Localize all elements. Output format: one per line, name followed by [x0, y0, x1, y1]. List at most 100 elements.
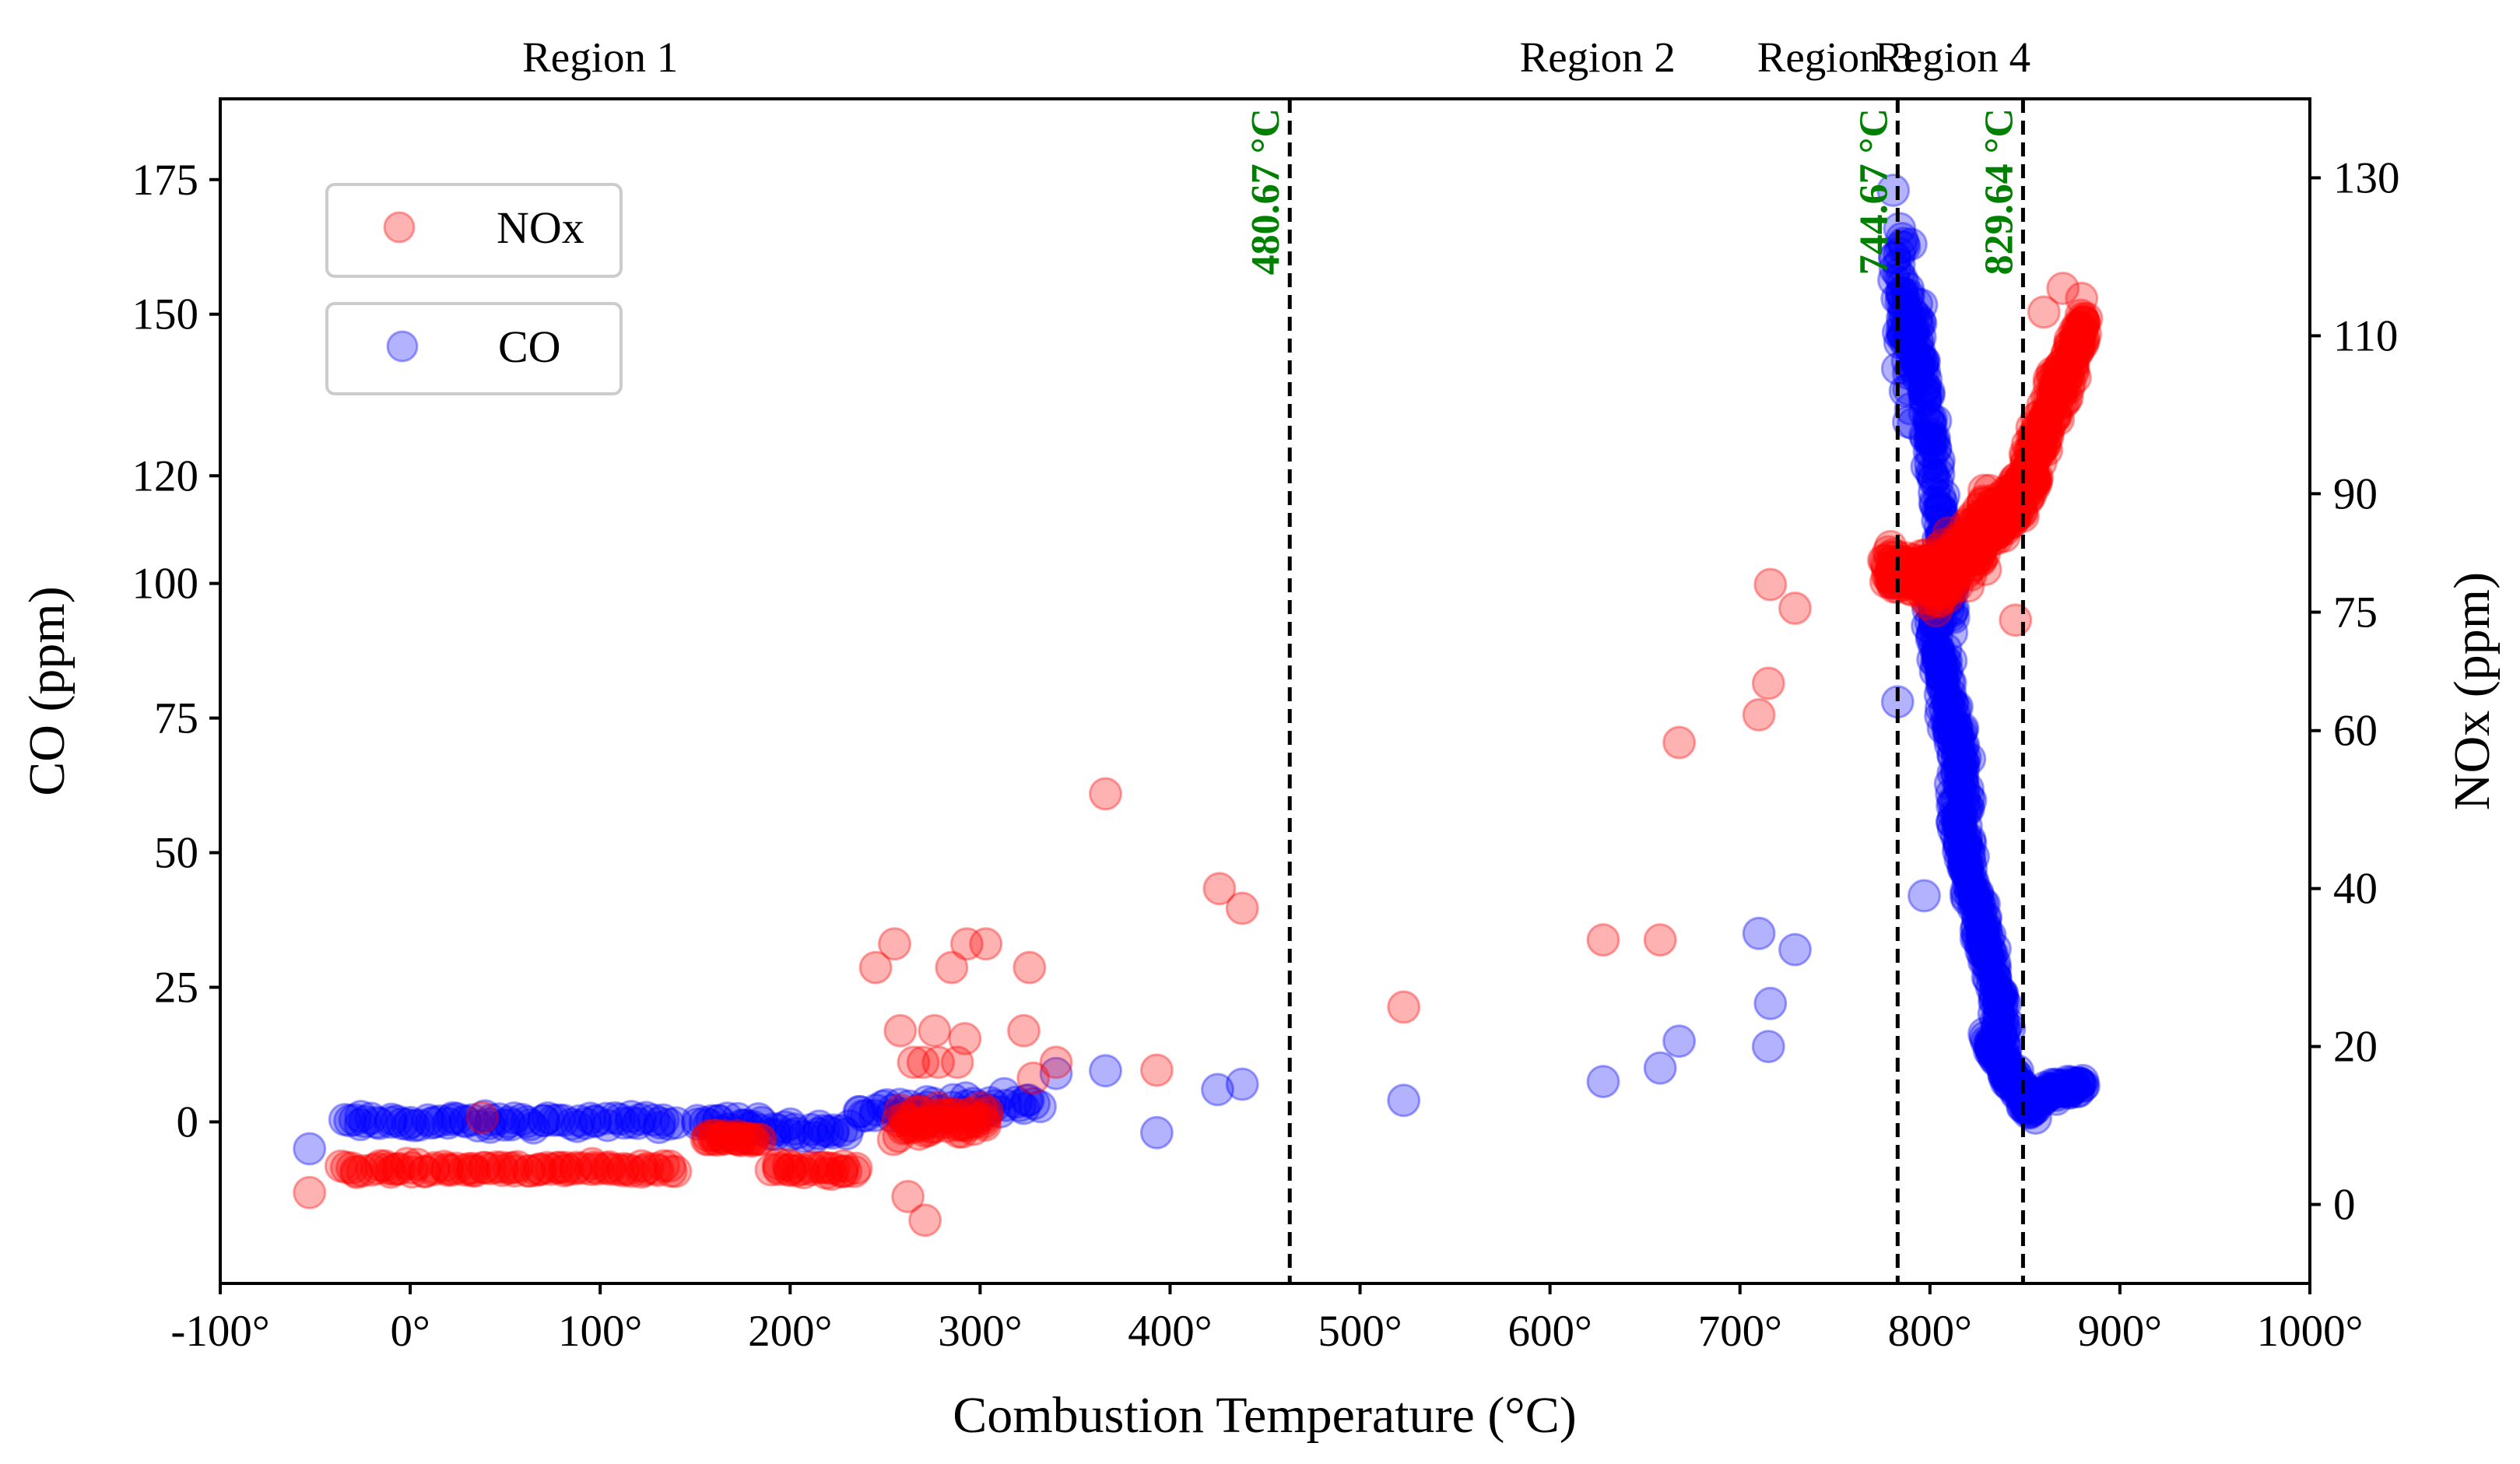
co-point: [482, 1102, 516, 1136]
nox-point: [382, 1152, 416, 1185]
co-point: [1946, 848, 1981, 882]
nox-point: [652, 1149, 686, 1183]
nox-point: [1901, 555, 1935, 589]
nox-point: [771, 1147, 805, 1181]
co-point: [842, 1094, 876, 1129]
co-point: [1926, 711, 1960, 745]
nox-point: [1916, 572, 1950, 606]
co-point: [591, 1108, 625, 1143]
co-point: [1937, 698, 1971, 732]
co-point: [1917, 476, 1951, 510]
co-point: [1742, 916, 1776, 950]
co-point: [1892, 322, 1926, 356]
nox-point: [1225, 891, 1259, 925]
co-point: [1981, 1032, 2015, 1066]
co-point: [1987, 1015, 2021, 1048]
nox-point: [1013, 950, 1047, 985]
co-point: [1980, 1037, 2014, 1072]
nox-point: [1876, 556, 1910, 591]
nox-point: [363, 1149, 397, 1183]
nox-point: [1936, 544, 1971, 578]
nox-point: [761, 1150, 795, 1185]
co-point: [1936, 812, 1971, 846]
scatter-points: [293, 174, 2104, 1238]
nox-point: [1907, 563, 1941, 598]
co-point: [2002, 1069, 2036, 1103]
nox-point: [1884, 553, 1918, 588]
threshold-label: 480.67 °C: [1244, 108, 1288, 275]
co-point: [1978, 1037, 2012, 1071]
right-y-tick-label: 75: [2333, 588, 2378, 637]
nox-point: [1932, 535, 1965, 570]
co-point: [2009, 1091, 2043, 1125]
nox-point: [377, 1153, 412, 1187]
nox-point: [732, 1122, 767, 1156]
co-point: [794, 1112, 828, 1146]
co-point: [1751, 1030, 1785, 1064]
nox-point: [1904, 570, 1938, 603]
co-point: [1982, 1000, 2016, 1034]
co-point: [1944, 794, 1978, 828]
co-point: [637, 1103, 671, 1137]
nox-point: [368, 1149, 402, 1183]
co-point: [1909, 363, 1943, 397]
nox-point: [447, 1153, 482, 1187]
nox-point: [1875, 555, 1909, 589]
co-point: [1996, 1059, 2030, 1093]
co-point: [546, 1104, 581, 1137]
co-point: [1975, 1032, 2009, 1066]
co-point: [1960, 876, 1995, 910]
co-point: [1897, 314, 1931, 348]
co-point: [1977, 997, 2011, 1031]
co-point: [1981, 988, 2016, 1022]
nox-point: [606, 1152, 641, 1185]
co-point: [1949, 823, 1983, 858]
nox-point: [707, 1122, 740, 1156]
co-point: [1977, 976, 2011, 1010]
co-point: [756, 1111, 791, 1146]
nox-point: [946, 1108, 980, 1143]
nox-point: [1876, 550, 1909, 585]
x-tick-label: -100°: [170, 1307, 269, 1356]
co-point: [1970, 939, 2004, 974]
co-point: [494, 1108, 528, 1142]
nox-point: [592, 1152, 626, 1186]
right-y-axis-ticks: 0 20 40 60 75 90 110 130: [2310, 153, 2400, 1230]
co-point: [510, 1104, 544, 1139]
co-point: [1884, 276, 1918, 311]
co-point: [1936, 725, 1971, 760]
co-point: [2020, 1079, 2054, 1113]
co-point: [1985, 1018, 2018, 1052]
nox-point: [762, 1147, 796, 1181]
nox-point: [1963, 518, 1997, 552]
co-point: [1912, 423, 1946, 457]
nox-point: [1937, 553, 1971, 587]
co-point: [2046, 1074, 2080, 1108]
co-point: [1943, 749, 1978, 782]
co-point: [2040, 1078, 2074, 1112]
co-point: [1992, 1012, 2027, 1046]
co-point: [1920, 466, 1954, 500]
co-point: [1908, 370, 1942, 405]
co-point: [1988, 1027, 2022, 1062]
co-point: [902, 1093, 936, 1127]
co-point: [1949, 855, 1983, 890]
nox-point: [1929, 542, 1963, 577]
co-point: [1991, 1059, 2025, 1094]
nox-point: [1915, 571, 1950, 606]
nox-point: [883, 1013, 918, 1048]
co-point: [1885, 314, 1919, 349]
co-point: [1978, 1032, 2013, 1066]
co-point: [1897, 298, 1931, 332]
co-point: [1912, 375, 1946, 409]
nox-point: [1939, 552, 1974, 585]
co-point: [1900, 300, 1934, 335]
nox-point: [638, 1152, 672, 1186]
x-tick-label: 400°: [1128, 1307, 1212, 1356]
co-point: [1974, 951, 2007, 985]
co-point: [1932, 707, 1965, 742]
co-point: [1878, 251, 1912, 286]
co-point: [1953, 861, 1987, 895]
co-point: [2016, 1079, 2051, 1113]
co-point: [1967, 918, 2001, 952]
